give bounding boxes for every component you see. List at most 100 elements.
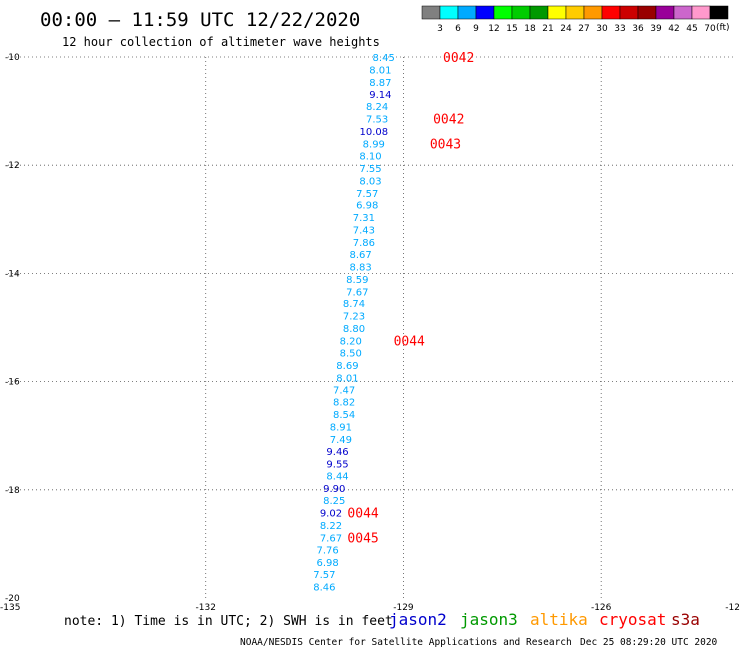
footer-timestamp: Dec 25 08:29:20 UTC 2020 [580, 637, 718, 648]
satellite-legend: jason2 jason3 altika cryosat s3a [389, 610, 700, 629]
color-scale-label: 18 [524, 24, 536, 34]
wave-height-value: 9.02 [320, 509, 342, 520]
color-scale-swatch [709, 5, 729, 20]
wave-height-value: 8.45 [373, 53, 395, 64]
color-scale-label: 9 [473, 24, 479, 34]
color-scale-unit: (ft) [716, 23, 730, 33]
wave-height-value: 8.03 [359, 176, 381, 187]
map-grid [8, 56, 733, 598]
pass-time-label: 0044 [347, 507, 378, 522]
y-tick-label: -20 [5, 594, 20, 604]
wave-height-value: 7.49 [330, 435, 352, 446]
color-scale-swatch [529, 5, 549, 20]
legend-jason2: jason2 [389, 610, 447, 629]
wave-height-value: 8.59 [346, 275, 368, 286]
wave-height-value: 6.98 [356, 201, 378, 212]
footer-credit: NOAA/NESDIS Center for Satellite Applica… [240, 637, 572, 648]
y-tick-label: -18 [5, 486, 20, 496]
wave-height-value: 10.08 [359, 127, 388, 138]
wave-height-value: 7.86 [353, 238, 375, 249]
wave-height-value: 7.55 [359, 164, 381, 175]
wave-height-value: 7.67 [346, 287, 368, 298]
wave-height-value: 8.82 [333, 398, 355, 409]
legend-s3a: s3a [671, 610, 700, 629]
wave-height-value: 9.14 [369, 90, 391, 101]
wave-height-value: 8.01 [336, 373, 358, 384]
wave-height-value: 7.67 [320, 533, 342, 544]
wave-height-value: 7.23 [343, 312, 365, 323]
wave-height-value: 8.54 [333, 410, 355, 421]
wave-height-value: 7.43 [353, 226, 375, 237]
wave-height-value: 8.25 [323, 496, 345, 507]
x-tick-label: -129 [393, 603, 414, 613]
wave-height-value: 9.55 [326, 459, 348, 470]
wave-height-value: 7.31 [353, 213, 375, 224]
wave-height-value: 7.57 [313, 570, 335, 581]
color-scale-label: 3 [437, 24, 443, 34]
color-scale-swatch [439, 5, 459, 20]
wave-height-value: 7.47 [333, 386, 355, 397]
wave-height-value: 8.10 [359, 151, 381, 162]
legend-cryosat: cryosat [599, 610, 666, 629]
wave-height-value: 8.50 [340, 348, 362, 359]
color-scale-label: 21 [542, 24, 553, 34]
color-scale-label: 12 [488, 24, 499, 34]
wave-height-value: 7.53 [366, 115, 388, 126]
wave-height-value: 8.87 [369, 78, 391, 89]
color-scale-label: 39 [650, 24, 662, 34]
color-scale-swatch [511, 5, 531, 20]
wave-height-value: 8.46 [313, 583, 335, 594]
legend-jason3: jason3 [460, 610, 518, 629]
wave-height-value: 8.69 [336, 361, 358, 372]
y-tick-label: -14 [5, 269, 20, 279]
wave-height-value: 8.44 [326, 472, 348, 483]
wave-height-value: 8.99 [363, 140, 385, 151]
footer-note: note: 1) Time is in UTC; 2) SWH is in fe… [64, 614, 393, 629]
color-scale-swatch [565, 5, 585, 20]
x-axis-tick-labels: -135-132-129-126-123-12 [0, 603, 740, 613]
legend-altika: altika [530, 610, 588, 629]
pass-time-label: 0045 [347, 531, 378, 546]
pass-time-label: 0044 [394, 334, 425, 349]
color-scale-label: 27 [578, 24, 589, 34]
color-scale-label: 6 [455, 24, 461, 34]
wave-height-value: 7.57 [356, 189, 378, 200]
wave-height-values: 8.458.018.879.148.247.5310.088.998.107.5… [313, 53, 395, 594]
wave-height-value: 8.83 [349, 262, 371, 273]
chart-subtitle: 12 hour collection of altimeter wave hei… [62, 35, 380, 49]
color-scale-swatch [601, 5, 621, 20]
y-tick-label: -16 [5, 378, 20, 388]
x-tick-label: -135 [0, 603, 20, 613]
wave-height-value: 8.80 [343, 324, 365, 335]
y-axis-tick-labels: -10 -12 -14 -16 -18 -20 [5, 53, 20, 604]
color-scale-swatch [673, 5, 693, 20]
color-scale-swatch [457, 5, 477, 20]
wave-height-value: 8.20 [340, 336, 362, 347]
wave-height-value: 9.46 [326, 447, 348, 458]
wave-height-value: 8.67 [349, 250, 371, 261]
pass-time-labels: 0042 0042 0043 0044 0044 0045 [347, 51, 474, 546]
color-scale-label: 24 [560, 24, 572, 34]
x-tick-label: -126 [591, 603, 612, 613]
wave-height-value: 8.01 [369, 65, 391, 76]
wave-height-value: 8.74 [343, 299, 365, 310]
color-scale-swatch [691, 5, 711, 20]
x-tick-label: -12 [725, 603, 740, 613]
y-tick-label: -10 [5, 53, 20, 63]
wave-height-value: 6.98 [317, 558, 339, 569]
color-scale-label: 15 [506, 24, 517, 34]
color-scale-label: 70 [704, 24, 716, 34]
pass-time-label: 0042 [443, 51, 474, 66]
x-tick-label: -132 [196, 603, 216, 613]
wave-height-value: 8.22 [320, 521, 342, 532]
wave-height-value: 7.76 [317, 545, 339, 556]
color-scale-swatch [421, 5, 441, 20]
color-scale-swatch [583, 5, 603, 20]
color-scale-label: 42 [668, 24, 679, 34]
color-scale-label: 36 [632, 24, 644, 34]
pass-time-label: 0043 [430, 138, 461, 153]
chart-title: 00:00 – 11:59 UTC 12/22/2020 [40, 9, 360, 31]
color-scale-swatch [493, 5, 513, 20]
pass-time-label: 0042 [433, 113, 464, 128]
